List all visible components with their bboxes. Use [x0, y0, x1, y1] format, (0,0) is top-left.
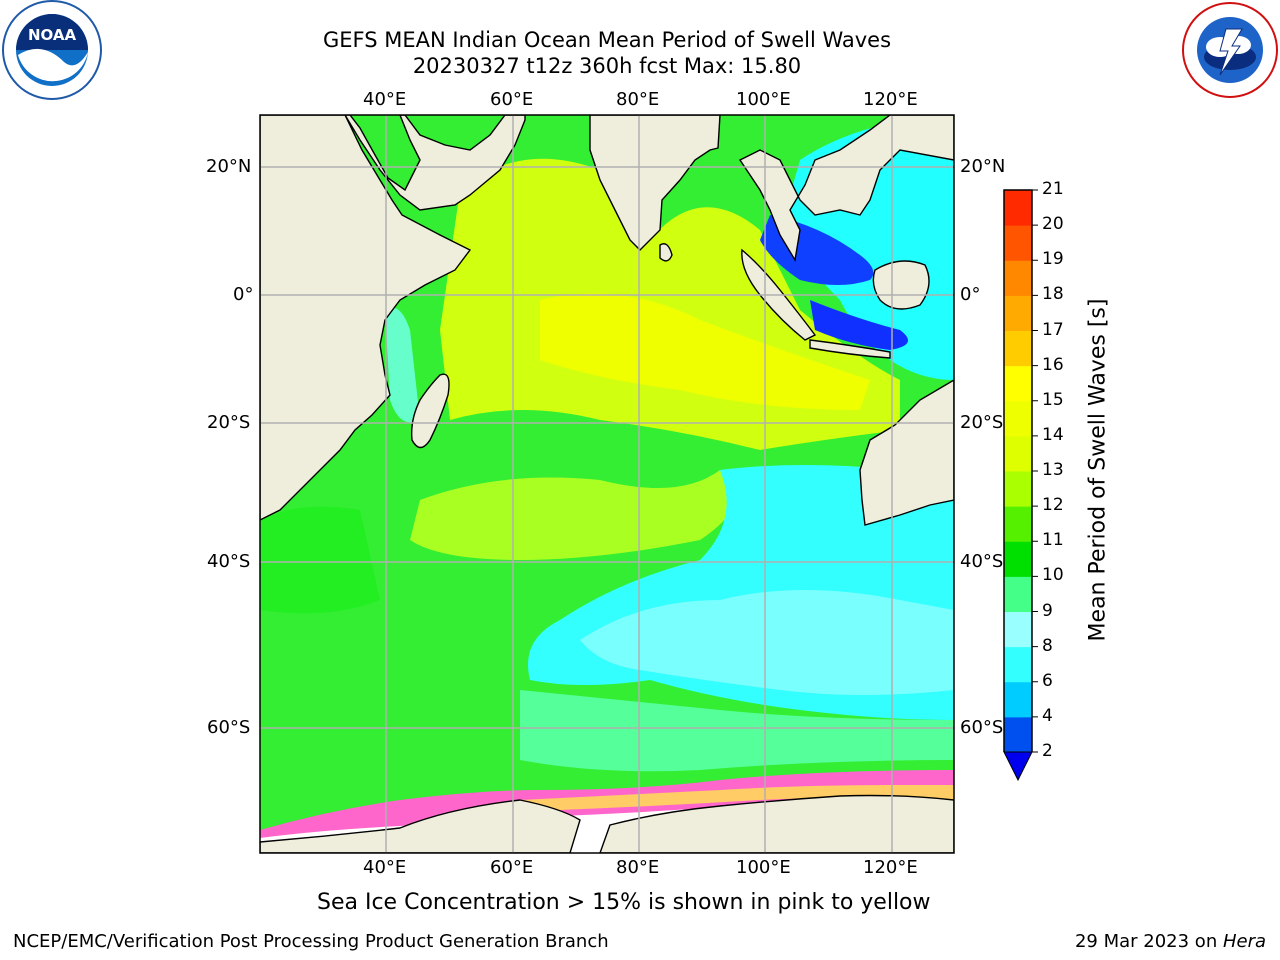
colorbar	[1003, 189, 1038, 782]
lat-label-right: 60°S	[960, 717, 1004, 738]
lon-label-bottom: 60°E	[490, 857, 534, 878]
footer-credit: NCEP/EMC/Verification Post Processing Pr…	[13, 931, 609, 952]
nws-logo	[1180, 1, 1280, 99]
lon-label-bottom: 100°E	[736, 857, 791, 878]
colorbar-swatch	[1004, 190, 1032, 226]
land	[260, 115, 954, 853]
colorbar-under-arrow	[1003, 751, 1033, 782]
colorbar-tick-label: 6	[1042, 670, 1053, 691]
lat-label-left: 60°S	[207, 717, 251, 738]
colorbar-swatch	[1004, 646, 1032, 683]
colorbar-tick-label: 21	[1042, 179, 1064, 199]
map-panel	[260, 115, 954, 853]
colorbar-swatch	[1004, 576, 1032, 612]
field-yellow	[540, 293, 870, 410]
lon-label-top: 80°E	[616, 89, 660, 110]
lat-label-left: 40°S	[207, 551, 251, 572]
colorbar-tick-label: 19	[1042, 249, 1064, 270]
lon-label-top: 100°E	[736, 89, 791, 110]
colorbar-tick-label: 4	[1042, 705, 1053, 726]
colorbar-swatch	[1004, 330, 1032, 367]
chart-title: GEFS MEAN Indian Ocean Mean Period of Sw…	[322, 28, 892, 52]
colorbar-swatch	[1004, 471, 1032, 507]
footer-machine: Hera	[1222, 931, 1266, 952]
field-cyan-madagascar	[385, 307, 420, 423]
lon-label-bottom: 80°E	[616, 857, 660, 878]
lon-label-top: 120°E	[863, 89, 918, 110]
footer-date: 29 Mar 2023 on Hera	[1075, 931, 1266, 952]
lat-label-right: 40°S	[960, 551, 1004, 572]
colorbar-tick-label: 9	[1042, 600, 1053, 621]
lat-label-right: 20°S	[960, 412, 1004, 433]
map-frame	[259, 114, 955, 854]
field-lime-south	[410, 470, 736, 560]
colorbar-swatch	[1004, 260, 1032, 296]
sea-ice-note: Sea Ice Concentration > 15% is shown in …	[317, 890, 931, 915]
colorbar-swatch	[1004, 716, 1032, 753]
field-blue-java-sea	[810, 300, 908, 350]
field-cyan-light	[580, 590, 954, 695]
colorbar-tick-label: 18	[1042, 284, 1064, 305]
colorbar-tick-label: 10	[1042, 565, 1064, 586]
colorbar-tick-label: 20	[1042, 214, 1064, 235]
colorbar-swatch	[1004, 681, 1032, 718]
lon-label-bottom: 120°E	[863, 857, 918, 878]
colorbar-tick-label: 15	[1042, 389, 1064, 410]
lon-label-top: 40°E	[363, 89, 407, 110]
svg-text:NOAA: NOAA	[28, 26, 77, 44]
lon-label-top: 60°E	[490, 89, 534, 110]
colorbar-swatch	[1004, 295, 1032, 331]
sea-ice-yellow	[520, 785, 954, 810]
noaa-logo: NOAA	[2, 0, 102, 100]
colorbar-tick-label: 11	[1042, 530, 1064, 551]
colorbar-tick-label: 17	[1042, 319, 1064, 340]
colorbar-swatch	[1004, 611, 1032, 648]
colorbar-tick-label: 13	[1042, 460, 1064, 480]
lat-label-right: 20°N	[960, 156, 1006, 177]
colorbar-tick-label: 16	[1042, 354, 1064, 375]
colorbar-tick-label: 8	[1042, 635, 1053, 656]
colorbar-title: Mean Period of Swell Waves [s]	[1085, 298, 1111, 642]
lat-label-left: 0°	[233, 284, 254, 305]
field-green-west	[260, 506, 380, 614]
colorbar-swatch	[1004, 506, 1032, 542]
lat-label-right: 0°	[960, 284, 981, 305]
lon-label-bottom: 40°E	[363, 857, 407, 878]
colorbar-tick-label: 2	[1042, 741, 1053, 761]
colorbar-swatch	[1004, 541, 1032, 577]
colorbar-tick-label: 12	[1042, 495, 1064, 516]
colorbar-swatch	[1004, 225, 1032, 261]
footer-date-text: 29 Mar 2023 on	[1074, 931, 1223, 952]
graticule	[260, 115, 954, 853]
colorbar-swatch	[1004, 400, 1032, 437]
field-teal-band	[520, 690, 954, 772]
colorbar-swatch	[1004, 365, 1032, 402]
chart-subtitle: 20230327 t12z 360h fcst Max: 15.80	[412, 54, 802, 78]
colorbar-tick-label: 14	[1042, 424, 1064, 445]
colorbar-swatch	[1004, 435, 1032, 472]
lat-label-left: 20°S	[207, 412, 251, 433]
lat-label-left: 20°N	[206, 156, 252, 177]
